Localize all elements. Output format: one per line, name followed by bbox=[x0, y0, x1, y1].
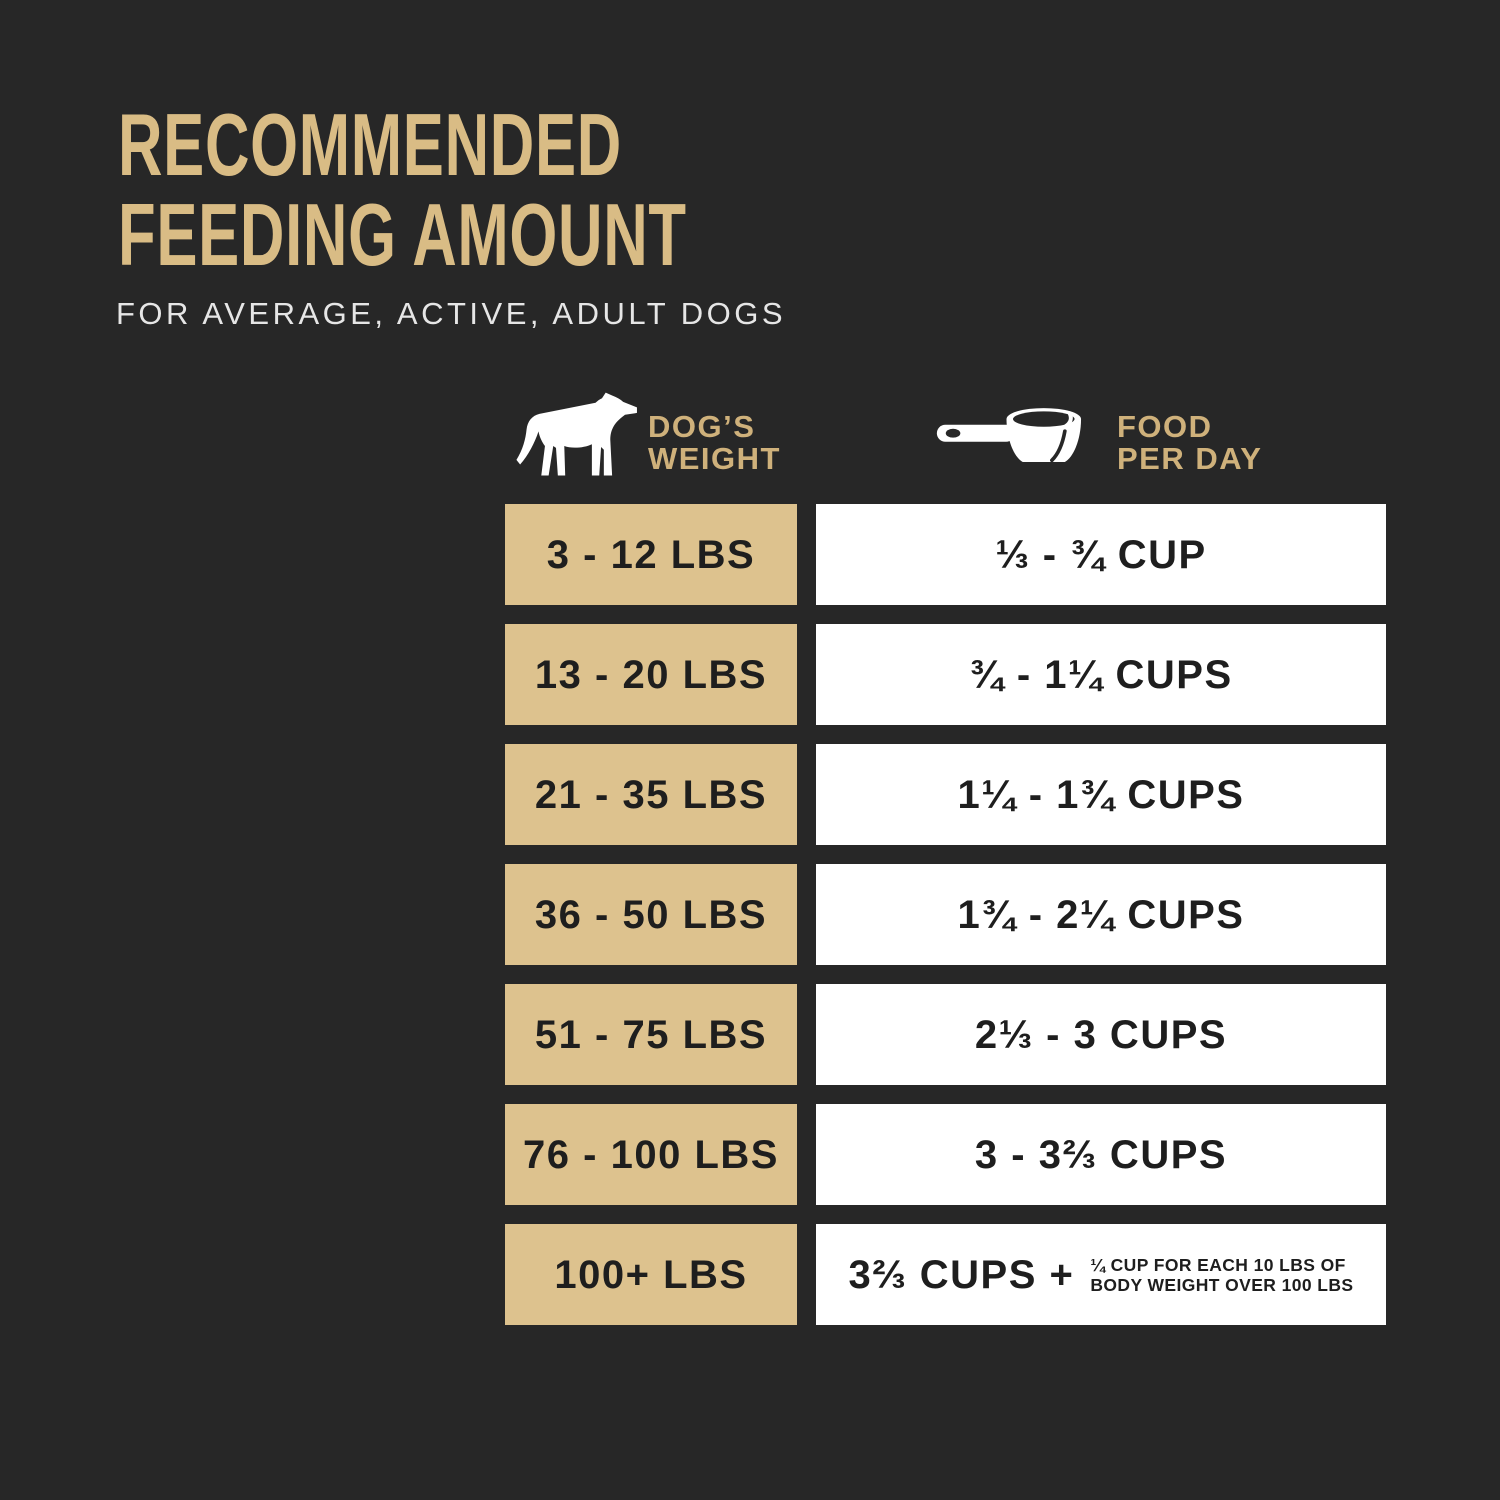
table-row: 21 - 35 LBS 1¼ - 1¾ CUPS bbox=[505, 744, 1386, 845]
weight-cell-label: 36 - 50 LBS bbox=[534, 892, 768, 937]
weight-cell: 36 - 50 LBS bbox=[505, 864, 797, 965]
table-row: 3 - 12 LBS ⅓ - ¾ CUP bbox=[505, 504, 1386, 605]
food-cell: 2⅓ - 3 CUPS bbox=[816, 984, 1386, 1085]
food-per-day-line1: FOOD bbox=[1117, 409, 1213, 444]
dog-icon bbox=[516, 392, 637, 476]
page-subtitle: FOR AVERAGE, ACTIVE, ADULT DOGS bbox=[116, 296, 787, 331]
weight-cell: 3 - 12 LBS bbox=[505, 504, 797, 605]
food-cell-label: 2⅓ - 3 CUPS bbox=[974, 1012, 1228, 1057]
dogs-weight-line2: WEIGHT bbox=[648, 441, 781, 476]
column-header-dogs-weight: DOG’S WEIGHT bbox=[648, 411, 781, 475]
food-cell-label: 3⅔ CUPS + bbox=[848, 1252, 1075, 1297]
column-header-food-per-day: FOOD PER DAY bbox=[1117, 411, 1262, 475]
table-row: 36 - 50 LBS 1¾ - 2¼ CUPS bbox=[505, 864, 1386, 965]
table-body: 3 - 12 LBS ⅓ - ¾ CUP 13 - 20 LBS ¾ - 1¼ … bbox=[505, 504, 1386, 1325]
table-row: 76 - 100 LBS 3 - 3⅔ CUPS bbox=[505, 1104, 1386, 1205]
food-per-day-line2: PER DAY bbox=[1117, 441, 1263, 476]
food-cell-label: 3 - 3⅔ CUPS bbox=[974, 1132, 1228, 1177]
food-cell-note: ¼ CUP FOR EACH 10 LBS OF BODY WEIGHT OVE… bbox=[1090, 1255, 1353, 1295]
food-cell: 1¾ - 2¼ CUPS bbox=[816, 864, 1386, 965]
weight-cell: 21 - 35 LBS bbox=[505, 744, 797, 845]
food-cell: ⅓ - ¾ CUP bbox=[816, 504, 1386, 605]
weight-cell-label: 100+ LBS bbox=[554, 1252, 748, 1297]
food-note-line2: BODY WEIGHT OVER 100 LBS bbox=[1090, 1274, 1354, 1295]
weight-cell-label: 51 - 75 LBS bbox=[534, 1012, 768, 1057]
page-title-line2: FEEDING AMOUNT bbox=[118, 185, 687, 284]
table-row: 13 - 20 LBS ¾ - 1¼ CUPS bbox=[505, 624, 1386, 725]
page-title: RECOMMENDED FEEDING AMOUNT bbox=[118, 100, 931, 280]
weight-cell-label: 76 - 100 LBS bbox=[523, 1132, 779, 1177]
food-cell: ¾ - 1¼ CUPS bbox=[816, 624, 1386, 725]
food-cell: 1¼ - 1¾ CUPS bbox=[816, 744, 1386, 845]
weight-cell-label: 13 - 20 LBS bbox=[534, 652, 768, 697]
weight-cell: 51 - 75 LBS bbox=[505, 984, 797, 1085]
table-row: 51 - 75 LBS 2⅓ - 3 CUPS bbox=[505, 984, 1386, 1085]
weight-cell-label: 21 - 35 LBS bbox=[534, 772, 768, 817]
food-cell-label: 1¾ - 2¼ CUPS bbox=[957, 892, 1245, 937]
weight-cell: 100+ LBS bbox=[505, 1224, 797, 1325]
table-row: 100+ LBS 3⅔ CUPS + ¼ CUP FOR EACH 10 LBS… bbox=[505, 1224, 1386, 1325]
food-cell: 3⅔ CUPS + ¼ CUP FOR EACH 10 LBS OF BODY … bbox=[816, 1224, 1386, 1325]
page-title-line1: RECOMMENDED bbox=[118, 95, 622, 194]
food-note-line1: ¼ CUP FOR EACH 10 LBS OF bbox=[1090, 1254, 1346, 1275]
dogs-weight-line1: DOG’S bbox=[648, 409, 756, 444]
food-cell-label: ¾ - 1¼ CUPS bbox=[969, 652, 1233, 697]
measuring-cup-icon bbox=[936, 408, 1082, 463]
food-cell-label: 1¼ - 1¾ CUPS bbox=[957, 772, 1245, 817]
weight-cell: 13 - 20 LBS bbox=[505, 624, 797, 725]
food-cell: 3 - 3⅔ CUPS bbox=[816, 1104, 1386, 1205]
food-cell-label: ⅓ - ¾ CUP bbox=[995, 532, 1207, 577]
weight-cell-label: 3 - 12 LBS bbox=[546, 532, 756, 577]
weight-cell: 76 - 100 LBS bbox=[505, 1104, 797, 1205]
